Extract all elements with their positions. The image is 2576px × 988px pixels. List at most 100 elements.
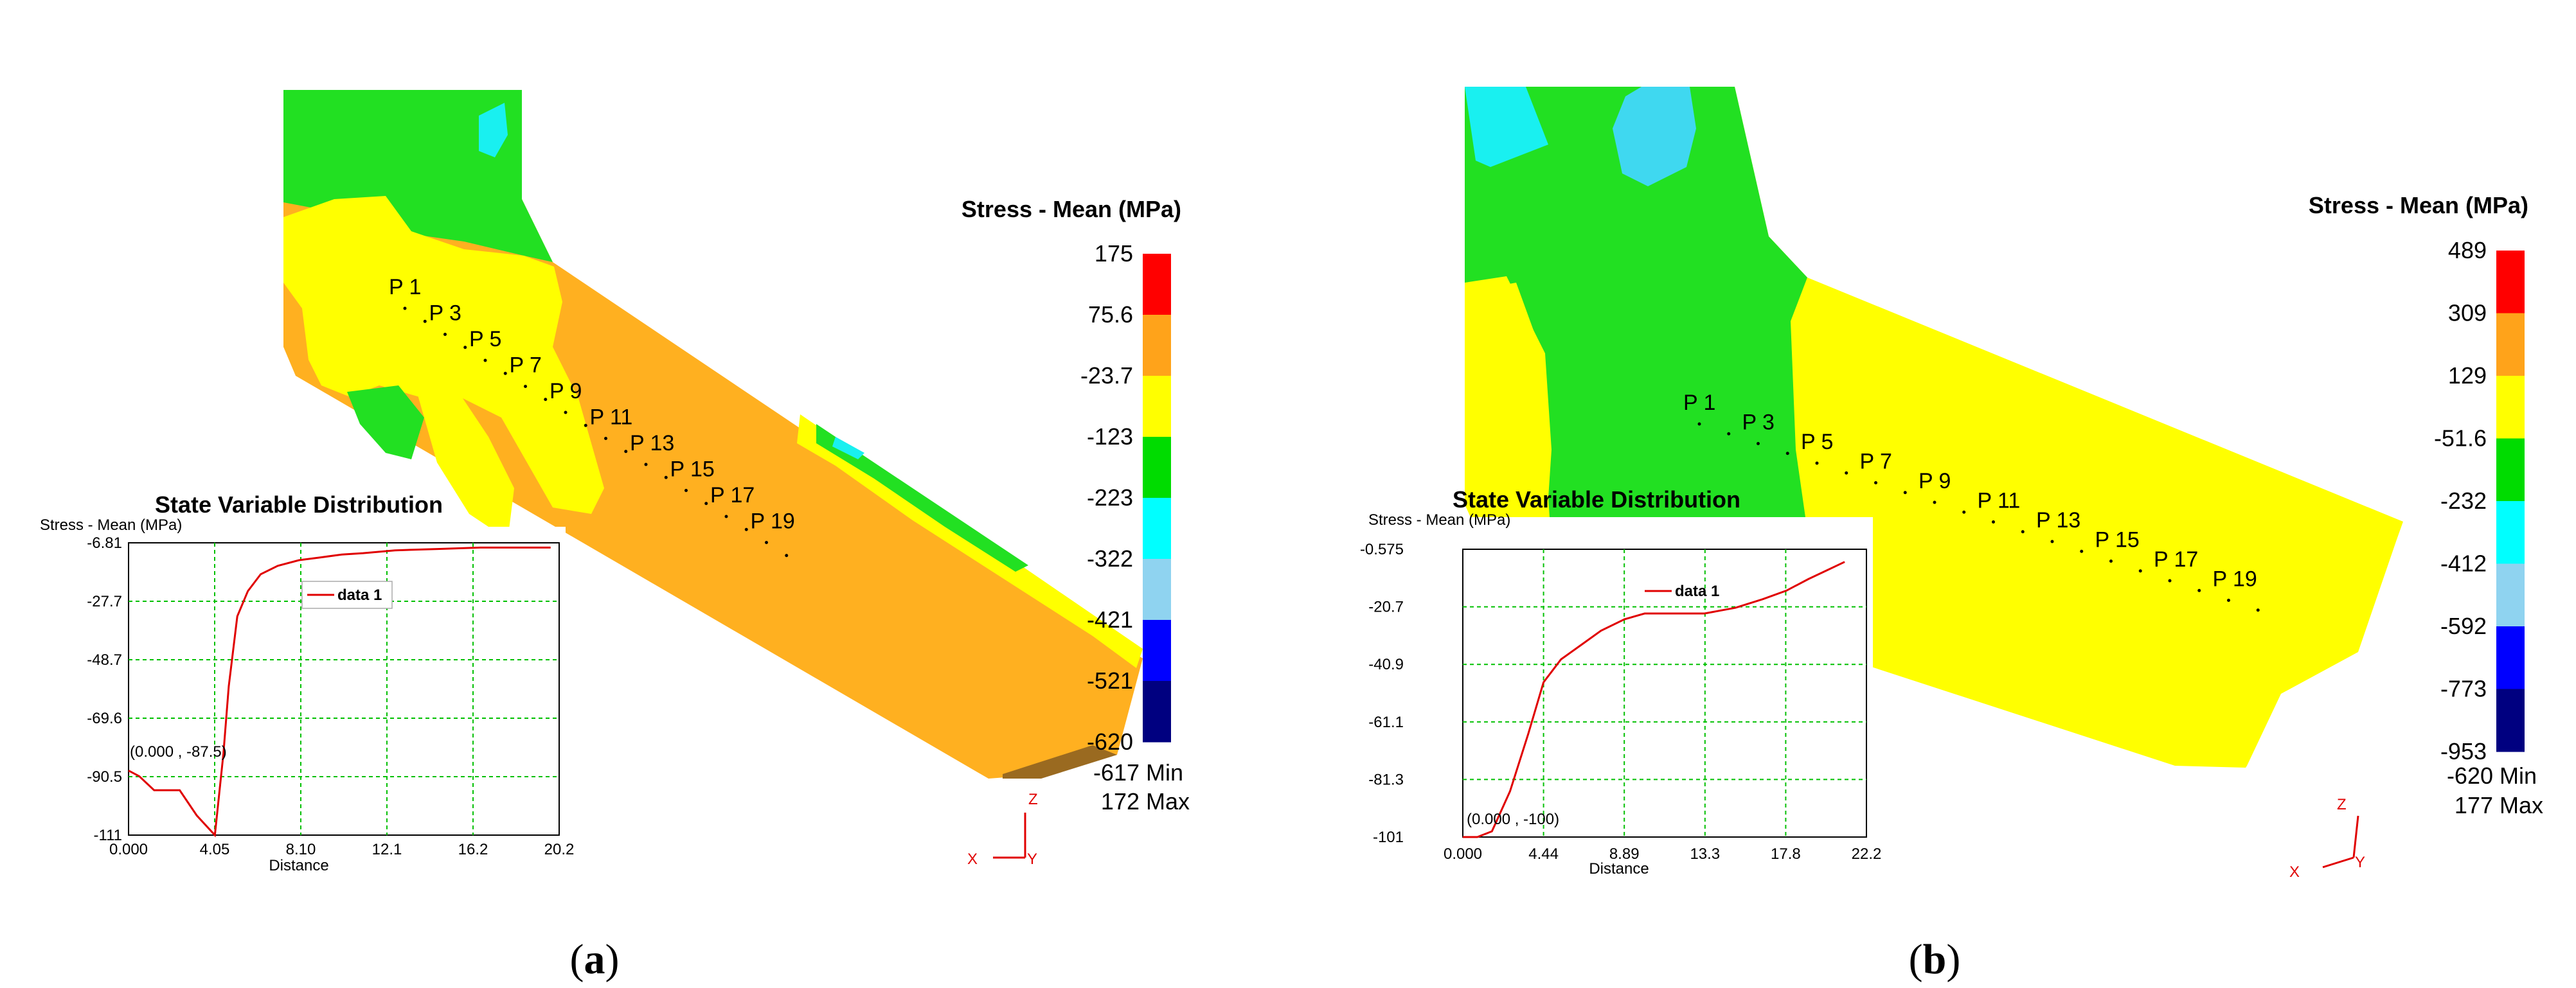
legend-tick: -620 (1087, 728, 1133, 755)
probe-dot (403, 306, 407, 310)
x-tick-label: 4.05 (200, 841, 230, 858)
legend-tick: -223 (1087, 484, 1133, 511)
legend-min-label: Min (1146, 759, 1183, 786)
probe-dot (463, 346, 467, 349)
y-tick-label: -6.81 (87, 534, 122, 552)
caption-b: (b) (1909, 936, 1961, 983)
legend-tick: 75.6 (1088, 301, 1133, 328)
probe-dot (524, 385, 527, 388)
probe-dot (2080, 549, 2084, 553)
probe-dot (624, 450, 628, 454)
probe-dot (1962, 510, 1966, 514)
probe-dot (664, 475, 668, 479)
y-tick-label: -101 (1373, 829, 1404, 846)
axis-triad: Z X Y (2289, 796, 2365, 881)
probe-dot (2168, 579, 2172, 583)
probe-dot (1815, 461, 1819, 465)
y-tick-label: -111 (94, 827, 122, 844)
legend-title: Stress - Mean (MPa) (962, 196, 1181, 222)
legend-band-0 (1143, 254, 1171, 315)
plot-ylabel: Stress - Mean (MPa) (40, 516, 182, 534)
probe-dot (2197, 588, 2201, 592)
region-green-edge (816, 424, 1028, 572)
x-tick-label: 16.2 (458, 841, 488, 858)
legend-max-label: Max (1146, 788, 1190, 815)
x-tick-label: 4.44 (1528, 845, 1559, 863)
series-line-data-1 (1463, 561, 1845, 838)
probe-label: P 1 (1683, 391, 1715, 415)
probe-dot (2021, 530, 2025, 534)
legend-band-7 (2496, 689, 2525, 752)
probe-label: P 7 (510, 353, 542, 378)
triad-y-label: Y (2355, 854, 2365, 871)
probe-dot (785, 554, 789, 558)
probe-dot (704, 502, 708, 506)
y-tick-label: -40.9 (1368, 656, 1404, 673)
probe-dot (2109, 560, 2113, 563)
legend-title: Stress - Mean (MPa) (2309, 192, 2528, 218)
legend-band-1 (1143, 315, 1171, 376)
plot-legend-label: data 1 (1675, 583, 1719, 600)
probe-label: P 3 (1742, 410, 1775, 435)
plot-xlabel: Distance (269, 857, 328, 874)
probe-dot (1727, 432, 1731, 436)
legend-tick: -421 (1087, 606, 1133, 633)
triad-z-label: Z (2337, 796, 2347, 813)
probe-dot (1874, 481, 1877, 484)
probe-label: P 11 (1978, 489, 2021, 513)
probe-dot (1933, 500, 1936, 504)
x-tick-label: 20.2 (544, 841, 575, 858)
legend-band-7 (1143, 681, 1171, 743)
legend-band-2 (1143, 376, 1171, 437)
region-yellow-left (1465, 283, 1552, 546)
probe-dot (483, 358, 487, 362)
plot-legend: data 1 (1645, 583, 1719, 600)
y-tick-label: -20.7 (1368, 599, 1404, 616)
probe-dot (1903, 491, 1907, 495)
region-cyan (479, 103, 508, 157)
probe-points: P 1 P 3 P 5 P 7 P 9 P 11 P 13 P 15 P 17 P 19 (1683, 391, 2260, 612)
legend-tick: -232 (2440, 488, 2487, 514)
probe-dot (1845, 471, 1848, 475)
legend-max-value: 177 (2455, 792, 2493, 818)
legend-band-5 (1143, 559, 1171, 621)
plot-annotation: (0.000 , -87.5) (130, 743, 227, 761)
legend-tick: -953 (2440, 738, 2487, 764)
probe-dot (1992, 520, 1995, 524)
probe-dot (684, 489, 688, 492)
x-tick-label: 8.89 (1609, 845, 1640, 863)
x-tick-label: 0.000 (1444, 845, 1482, 863)
probe-label: P 11 (590, 405, 633, 430)
region-yellow-lower (418, 395, 514, 540)
probe-label: P 9 (550, 379, 582, 403)
figure-b: P 1 P 3 P 5 P 7 P 9 P 11 P 13 P 15 P 17 P 19 Stre… (1327, 87, 2543, 983)
x-tick-label: 0.000 (109, 841, 148, 858)
plot-legend-label: data 1 (337, 587, 382, 604)
probe-dot (2138, 569, 2142, 573)
plot-ylabel: Stress - Mean (MPa) (1368, 511, 1510, 529)
x-tick-label: 17.8 (1771, 845, 1801, 863)
plot-legend: data 1 (301, 581, 393, 609)
probe-dot (644, 463, 648, 466)
region-green-main (1465, 87, 1854, 642)
probe-label: P 3 (429, 301, 461, 326)
y-tick-label: -48.7 (87, 651, 122, 669)
probe-label: P 17 (2154, 547, 2198, 572)
caption-a: (a) (570, 936, 620, 983)
legend-tick: 309 (2448, 300, 2487, 326)
probe-dot (744, 527, 748, 531)
y-tick-label: -69.6 (87, 710, 122, 727)
legend-tick: 489 (2448, 237, 2487, 263)
probe-dot (604, 437, 607, 440)
probe-dot (584, 423, 587, 427)
probe-label: P 5 (469, 327, 501, 351)
legend-band-3 (2496, 438, 2525, 502)
legend-band-0 (2496, 251, 2525, 313)
legend-max-label: Max (2500, 792, 2543, 818)
legend-tick: -51.6 (2434, 425, 2487, 452)
axis-triad: Z X Y (967, 791, 1038, 868)
triad-y-label: Y (1027, 851, 1037, 868)
legend-band-4 (1143, 498, 1171, 560)
legend-tick: -322 (1087, 545, 1133, 572)
probe-dot (724, 515, 728, 518)
